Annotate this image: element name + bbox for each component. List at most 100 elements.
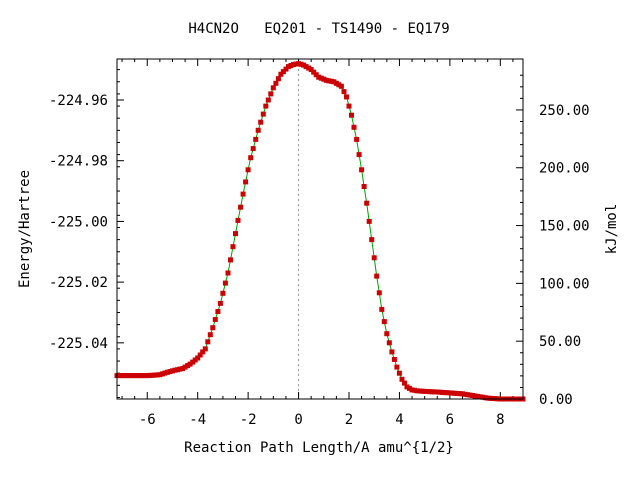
data-point	[230, 244, 236, 250]
data-point	[228, 257, 233, 263]
data-point	[233, 231, 238, 237]
data-point	[328, 78, 334, 84]
data-point	[273, 80, 279, 86]
x-tick-label: -6	[139, 412, 156, 428]
data-point	[303, 64, 309, 70]
axis-tick-labels: -6 -4 -2 0 2 4 6 8 -224.96 -224.98 -225.00 -225.02 -…	[49, 93, 590, 428]
y-tick-label: -225.04	[49, 336, 108, 352]
y2-tick-label: 250.00	[539, 103, 590, 119]
data-point	[210, 325, 216, 331]
data-point	[207, 332, 213, 338]
data-point	[374, 273, 380, 279]
data-point	[260, 111, 266, 117]
data-point	[394, 364, 400, 370]
y2-tick-label: 50.00	[539, 334, 581, 350]
y-tick-label: -225.02	[49, 275, 108, 291]
y2-tick-label: 100.00	[539, 276, 590, 292]
data-point	[225, 270, 231, 276]
data-point	[391, 357, 397, 362]
data-point	[248, 155, 254, 161]
data-point	[308, 67, 314, 73]
y2-tick-label: 150.00	[539, 219, 590, 235]
data-point	[164, 369, 170, 375]
x-tick-label: 2	[345, 412, 353, 428]
data-point	[371, 255, 377, 261]
data-point	[215, 309, 221, 314]
data-point	[265, 97, 271, 103]
data-point	[389, 349, 395, 355]
chart-title: H4CN2O EQ201 - TS1490 - EQ179	[188, 21, 449, 37]
data-point	[253, 136, 259, 142]
data-point	[258, 119, 264, 125]
data-point	[217, 300, 223, 306]
data-point	[268, 91, 274, 97]
data-point	[467, 392, 473, 398]
data-point	[142, 373, 148, 379]
data-point	[250, 146, 256, 152]
data-point	[338, 83, 344, 89]
data-point	[129, 373, 135, 379]
data-point	[119, 373, 125, 379]
y-tick-label: -224.96	[49, 93, 108, 109]
x-axis-label: Reaction Path Length/A amu^{1/2}	[184, 440, 454, 456]
data-point	[477, 394, 483, 400]
y2-tick-label: 200.00	[539, 161, 590, 177]
data-point	[351, 124, 357, 130]
data-point	[220, 290, 226, 296]
data-point	[379, 306, 385, 312]
y2-axis-label: kJ/mol	[604, 204, 620, 255]
data-point	[419, 388, 425, 394]
data-point	[275, 76, 281, 82]
data-point	[270, 85, 276, 91]
data-point	[381, 319, 387, 325]
data-point	[346, 103, 352, 109]
data-point	[243, 179, 249, 185]
data-point	[222, 280, 228, 286]
data-point	[454, 391, 460, 396]
y2-tick-label: 0.00	[539, 392, 573, 408]
data-point	[316, 74, 322, 80]
y-tick-label: -225.00	[49, 214, 108, 230]
data-point	[354, 136, 360, 142]
data-point	[255, 127, 261, 133]
data-point	[154, 372, 160, 378]
data-point	[376, 290, 382, 296]
data-point	[197, 352, 203, 358]
data-point	[293, 61, 299, 67]
data-point	[177, 366, 183, 372]
data-point	[399, 376, 405, 382]
x-tick-label: -4	[189, 412, 206, 428]
x-tick-label: 0	[294, 412, 302, 428]
data-point	[432, 389, 438, 395]
data-point	[344, 94, 349, 100]
data-point	[359, 167, 365, 173]
data-point	[361, 184, 367, 189]
data-point	[349, 112, 354, 118]
y-axis-label: Energy/Hartree	[17, 170, 33, 288]
x-tick-label: 6	[446, 412, 454, 428]
data-point	[369, 237, 375, 243]
x-tick-label: 8	[496, 412, 504, 428]
x-tick-label: 4	[395, 412, 403, 428]
data-point	[396, 370, 402, 376]
data-point	[409, 387, 415, 393]
data-point	[212, 317, 218, 323]
data-point	[280, 69, 286, 75]
data-point	[263, 103, 269, 109]
data-point	[384, 331, 390, 337]
data-point	[364, 200, 370, 206]
data-point	[238, 204, 244, 210]
data-point	[386, 340, 392, 346]
data-point	[187, 361, 193, 367]
data-point	[366, 218, 372, 224]
data-point	[240, 191, 246, 197]
data-point	[245, 167, 251, 173]
data-point	[444, 390, 450, 396]
data-point	[200, 349, 206, 355]
data-point	[402, 380, 407, 386]
data-point	[202, 346, 208, 352]
data-point	[278, 71, 284, 77]
plot-frame	[116, 58, 524, 400]
data-point	[341, 89, 347, 95]
